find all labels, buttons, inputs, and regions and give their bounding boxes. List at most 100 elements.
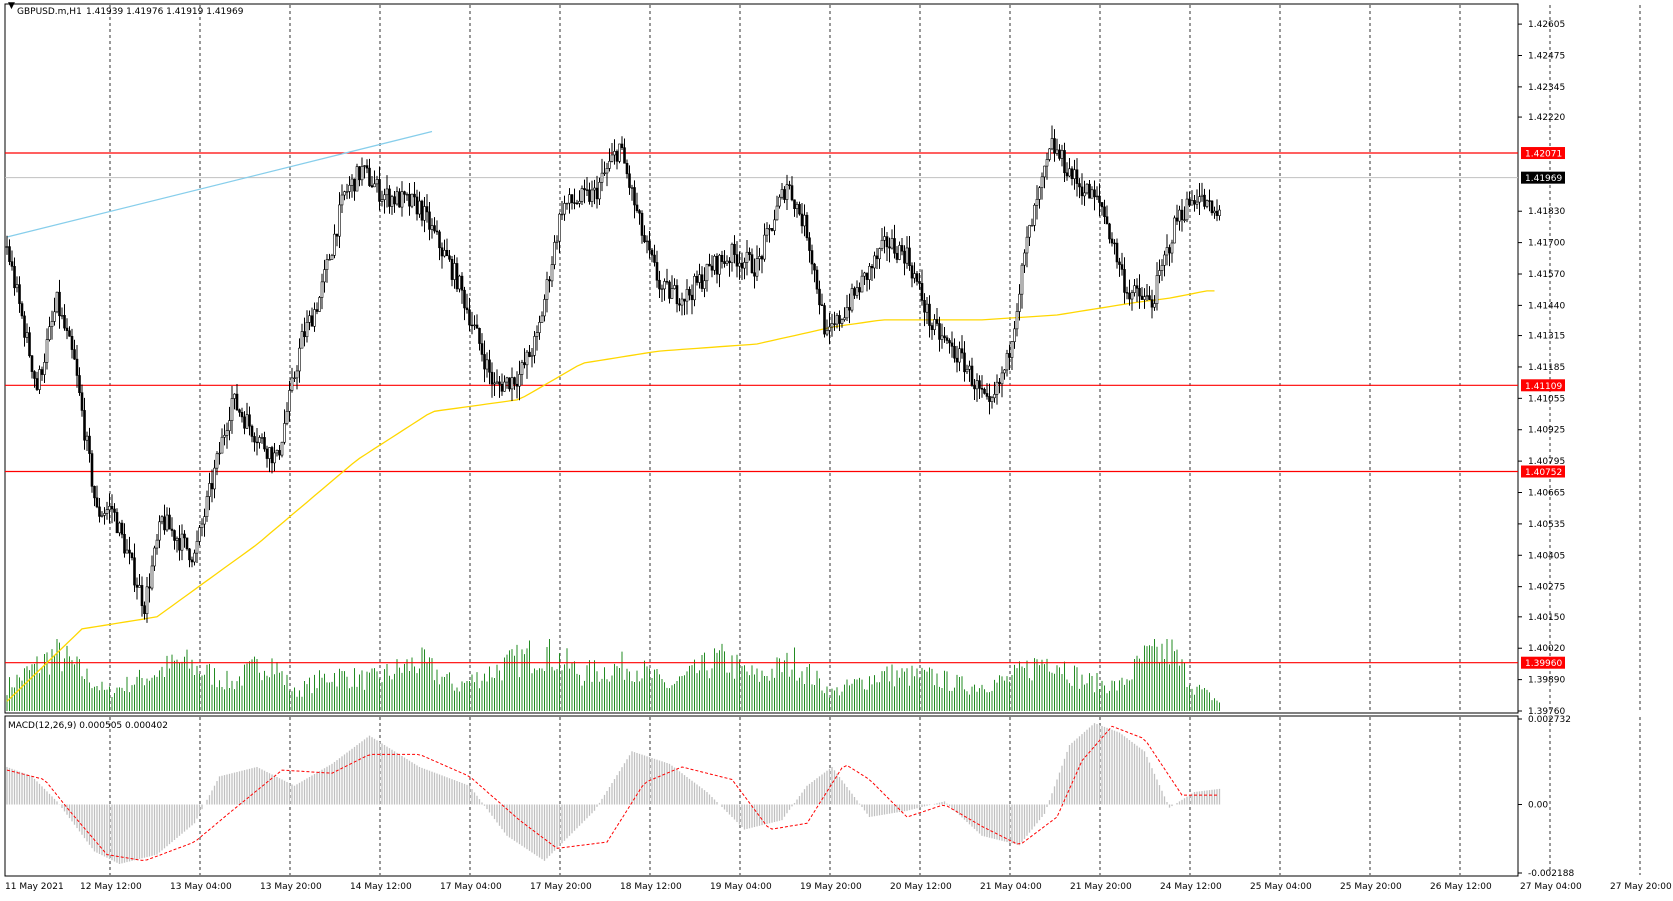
candle-body bbox=[70, 335, 74, 350]
trendline[interactable] bbox=[6, 130, 433, 238]
price-tick-label: 1.41830 bbox=[1528, 207, 1565, 217]
symbol-label: GBPUSD.m,H1 bbox=[17, 7, 82, 17]
candle-body bbox=[183, 533, 186, 539]
candle-body bbox=[835, 315, 839, 325]
candle-body bbox=[568, 194, 571, 204]
candle-body bbox=[708, 263, 711, 267]
candle-body bbox=[580, 188, 584, 202]
candle-body bbox=[18, 284, 21, 304]
candle-body bbox=[935, 319, 939, 324]
candle-body bbox=[413, 193, 416, 198]
candle-body bbox=[688, 289, 691, 296]
candle-body bbox=[60, 315, 64, 317]
candle-body bbox=[238, 409, 241, 413]
candle-body bbox=[653, 254, 656, 263]
candle-body bbox=[490, 371, 494, 385]
candle-body bbox=[45, 339, 49, 363]
candle-body bbox=[865, 272, 869, 280]
price-tick-label: 1.41570 bbox=[1528, 270, 1565, 280]
time-label: 12 May 12:00 bbox=[80, 882, 142, 892]
candle-body bbox=[993, 394, 996, 399]
candle-body bbox=[308, 315, 311, 323]
time-label: 14 May 12:00 bbox=[350, 882, 412, 892]
candle-body bbox=[863, 272, 866, 277]
candle-body bbox=[38, 369, 41, 390]
candle-body bbox=[600, 172, 604, 183]
candle-body bbox=[175, 538, 179, 541]
candle-body bbox=[830, 323, 834, 328]
candle-body bbox=[875, 255, 879, 260]
candle-body bbox=[493, 382, 496, 385]
candle-body bbox=[510, 377, 514, 390]
candle-body bbox=[83, 410, 86, 441]
collapse-triangle-icon[interactable]: ▼ bbox=[8, 1, 15, 11]
candle-body bbox=[448, 255, 451, 260]
candle-body bbox=[508, 377, 511, 390]
candle-body bbox=[500, 383, 504, 392]
candle-body bbox=[1168, 247, 1171, 254]
candle-body bbox=[505, 377, 509, 383]
candle-body bbox=[550, 264, 554, 282]
candle-body bbox=[1070, 168, 1074, 180]
candle-body bbox=[283, 423, 286, 443]
candle-body bbox=[698, 274, 701, 283]
level-price-text: 1.40752 bbox=[1525, 468, 1562, 478]
candle-body bbox=[1143, 296, 1146, 300]
candle-body bbox=[295, 370, 299, 379]
candle-body bbox=[838, 315, 841, 324]
candle-body bbox=[1175, 217, 1179, 222]
time-label: 20 May 12:00 bbox=[890, 882, 952, 892]
candle-body bbox=[268, 447, 271, 459]
candle-body bbox=[960, 348, 964, 354]
candle-body bbox=[470, 324, 474, 327]
candle-body bbox=[623, 147, 626, 164]
candle-body bbox=[1060, 150, 1064, 159]
candle-body bbox=[643, 235, 646, 243]
price-panel[interactable] bbox=[4, 3, 1519, 714]
candle-body bbox=[903, 250, 906, 264]
candle-body bbox=[485, 359, 489, 370]
candle-body bbox=[385, 188, 389, 196]
candle-body bbox=[970, 365, 974, 386]
candle-body bbox=[513, 377, 516, 385]
candle-body bbox=[625, 162, 629, 175]
candle-body bbox=[348, 185, 351, 192]
candle-body bbox=[1118, 261, 1121, 265]
candle-body bbox=[415, 196, 419, 215]
candle-body bbox=[753, 272, 756, 277]
candle-body bbox=[700, 274, 704, 289]
candle-body bbox=[273, 452, 276, 464]
candle-body bbox=[855, 287, 859, 296]
candle-body bbox=[375, 179, 379, 185]
candle-body bbox=[1130, 292, 1134, 300]
candle-body bbox=[80, 392, 84, 411]
level-price-text: 1.39960 bbox=[1525, 659, 1562, 669]
candle-body bbox=[655, 262, 659, 281]
candle-body bbox=[128, 549, 131, 554]
candle-body bbox=[735, 254, 739, 267]
candle-body bbox=[373, 183, 376, 188]
candle-body bbox=[545, 279, 549, 300]
candle-body bbox=[1185, 198, 1189, 221]
candle-body bbox=[398, 191, 401, 208]
candle-body bbox=[1198, 196, 1201, 203]
candle-body bbox=[603, 172, 606, 175]
candle-body bbox=[173, 530, 176, 541]
candle-body bbox=[543, 299, 546, 317]
candle-body bbox=[205, 496, 209, 517]
candle-body bbox=[690, 294, 694, 301]
candle-body bbox=[218, 452, 221, 455]
candle-body bbox=[363, 165, 366, 167]
candle-body bbox=[1170, 242, 1174, 254]
candle-body bbox=[305, 322, 309, 338]
candle-body bbox=[110, 506, 114, 510]
candle-body bbox=[468, 309, 471, 326]
candle-body bbox=[130, 552, 134, 559]
ohlc-label: 1.41939 1.41976 1.41919 1.41969 bbox=[86, 7, 244, 17]
macd-signal-line bbox=[6, 725, 1217, 861]
candle-body bbox=[795, 204, 799, 210]
candle-body bbox=[923, 300, 926, 313]
candle-body bbox=[200, 523, 204, 528]
